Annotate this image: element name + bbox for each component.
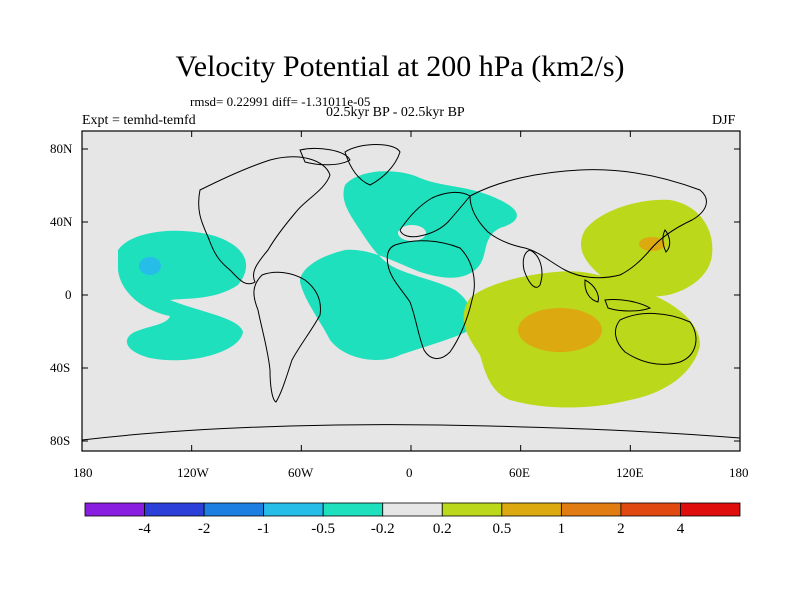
region-atlantic-europe-negative: [300, 171, 517, 360]
lat-label: 80S: [50, 433, 71, 448]
lat-label: 40S: [50, 360, 71, 375]
contour-fields: [82, 144, 740, 441]
region-east-asia-core: [639, 237, 665, 251]
lon-label: 120E: [616, 465, 644, 480]
colorbar-label: -2: [197, 521, 211, 537]
lon-label: 60W: [288, 465, 314, 480]
lat-label: 40N: [50, 214, 73, 229]
lat-label: 80N: [50, 141, 73, 156]
colorbar-swatch: [84, 502, 145, 517]
colorbar-label: 1: [557, 521, 566, 537]
colorbar-swatch: [144, 502, 205, 517]
colorbar-swatch: [263, 502, 324, 517]
colorbar-label: -0.5: [311, 521, 336, 537]
colorbar: [84, 502, 741, 517]
colorbar-label: 4: [676, 521, 685, 537]
colorbar-label: 2: [617, 521, 625, 537]
region-indian-ocean-core: [518, 308, 602, 352]
colorbar-swatch: [441, 502, 503, 517]
colorbar-swatch: [501, 502, 562, 517]
periods-text: 02.5kyr BP - 02.5kyr BP: [326, 105, 465, 120]
stats-text: rmsd= 0.22991 diff= -1.31011e-05: [190, 94, 371, 109]
lon-label: 180: [73, 465, 93, 480]
colorbar-swatch: [203, 502, 265, 517]
coastlines: [82, 144, 740, 441]
lon-label: 0: [406, 465, 413, 480]
colorbar-label: 0.2: [432, 521, 452, 537]
lon-label: 60E: [509, 465, 530, 480]
page-title: Velocity Potential at 200 hPa (km2/s): [175, 50, 625, 83]
colorbar-swatch: [382, 502, 443, 517]
lon-label: 180: [729, 465, 749, 480]
expt-label: Expt = temhd-temfd: [82, 113, 196, 128]
region-central-pacific-core: [139, 257, 161, 275]
season-label: DJF: [712, 113, 736, 128]
lat-label: 0: [65, 287, 72, 302]
colorbar-label: -1: [257, 521, 270, 537]
colorbar-swatch: [620, 502, 681, 517]
lon-label: 120W: [177, 465, 209, 480]
axis-ticks: [81, 131, 741, 451]
colorbar-label: -0.2: [370, 521, 395, 537]
colorbar-label: -4: [138, 521, 151, 537]
colorbar-swatch: [680, 502, 741, 517]
colorbar-swatch: [322, 502, 384, 517]
colorbar-label: 0.5: [492, 521, 512, 537]
colorbar-swatch: [560, 502, 622, 517]
